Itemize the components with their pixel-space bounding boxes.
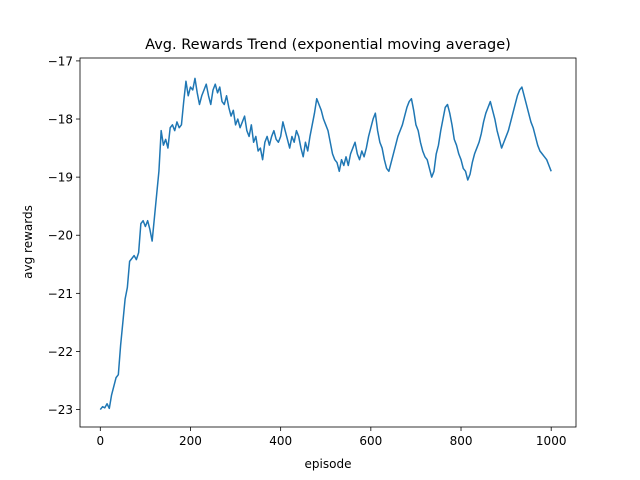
x-tick-label: 0 — [96, 434, 104, 448]
y-tick-label: −18 — [48, 113, 73, 127]
y-tick-label: −20 — [48, 229, 73, 243]
axes-frame — [79, 57, 577, 428]
x-axis: 0 200 400 600 800 1000 — [96, 427, 566, 448]
x-tick-label: 400 — [269, 434, 292, 448]
x-axis-label: episode — [305, 457, 352, 471]
y-tick-label: −22 — [48, 345, 73, 359]
x-tick-label: 600 — [359, 434, 382, 448]
y-tick-label: −21 — [48, 287, 73, 301]
x-tick-label: 200 — [179, 434, 202, 448]
y-tick-label: −17 — [48, 54, 73, 68]
y-axis: −23 −22 −21 −20 −19 −18 −17 — [48, 54, 80, 417]
chart-title: Avg. Rewards Trend (exponential moving a… — [145, 37, 511, 53]
y-tick-label: −23 — [48, 403, 73, 417]
y-axis-label: avg rewards — [21, 205, 35, 279]
plot-area — [99, 77, 552, 411]
x-tick-label: 800 — [450, 434, 473, 448]
x-tick-label: 1000 — [536, 434, 567, 448]
y-tick-label: −19 — [48, 171, 73, 185]
series-line — [99, 77, 552, 411]
